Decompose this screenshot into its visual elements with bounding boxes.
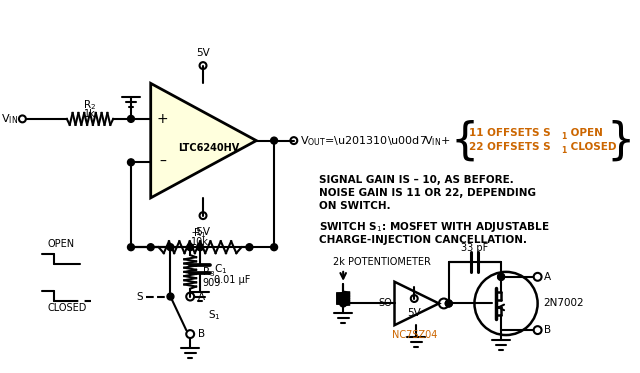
Text: NOISE GAIN IS 11 OR 22, DEPENDING: NOISE GAIN IS 11 OR 22, DEPENDING (319, 188, 536, 198)
Text: OPEN: OPEN (47, 239, 74, 249)
Text: S$_1$: S$_1$ (208, 308, 221, 322)
Text: +: + (157, 112, 168, 126)
Text: ON SWITCH.: ON SWITCH. (319, 201, 390, 211)
Text: SWITCH S$_1$: MOSFET WITH ADJUSTABLE: SWITCH S$_1$: MOSFET WITH ADJUSTABLE (319, 220, 549, 235)
Text: –: – (159, 155, 166, 169)
Circle shape (246, 244, 253, 251)
Text: 5V: 5V (408, 308, 421, 319)
Text: {: { (451, 119, 479, 162)
Circle shape (127, 159, 134, 166)
Circle shape (271, 244, 278, 251)
Circle shape (127, 115, 134, 122)
Text: 2N7002: 2N7002 (543, 298, 584, 308)
Text: 33 pF: 33 pF (461, 243, 488, 253)
Text: CLOSED: CLOSED (567, 141, 617, 151)
Text: OPEN: OPEN (567, 128, 603, 138)
Text: S: S (136, 292, 143, 301)
Text: 10k: 10k (191, 237, 209, 247)
Circle shape (340, 300, 347, 307)
Text: A: A (543, 272, 550, 282)
Text: R$_1$: R$_1$ (193, 226, 207, 240)
Text: –5V: –5V (191, 228, 211, 238)
Text: B: B (198, 329, 205, 339)
Text: 1: 1 (561, 132, 566, 141)
Circle shape (445, 300, 452, 307)
Circle shape (271, 137, 278, 144)
Text: R$_3$: R$_3$ (202, 265, 216, 279)
Text: CHARGE-INJECTION CANCELLATION.: CHARGE-INJECTION CANCELLATION. (319, 235, 527, 245)
Text: SO: SO (379, 298, 392, 308)
Text: LTC6240HV: LTC6240HV (178, 144, 239, 154)
Text: 2k POTENTIOMETER: 2k POTENTIOMETER (333, 257, 431, 267)
Text: 11 OFFSETS S: 11 OFFSETS S (468, 128, 550, 138)
Circle shape (498, 273, 504, 280)
Text: 0.01 μF: 0.01 μF (214, 275, 250, 285)
Text: CLOSED: CLOSED (47, 303, 86, 313)
Text: B: B (543, 325, 550, 335)
Text: 909: 909 (202, 278, 220, 288)
Text: 5V: 5V (196, 48, 210, 58)
Text: 22 OFFSETS S: 22 OFFSETS S (468, 141, 550, 151)
Circle shape (445, 300, 452, 307)
Text: R$_2$: R$_2$ (83, 98, 96, 112)
Circle shape (147, 244, 154, 251)
Circle shape (127, 244, 134, 251)
Circle shape (167, 244, 174, 251)
Polygon shape (150, 83, 257, 198)
Text: 1: 1 (561, 146, 566, 155)
Text: }: } (607, 119, 635, 162)
Text: NC7SZ04: NC7SZ04 (392, 330, 437, 340)
Text: A: A (198, 292, 205, 301)
Text: V$_{\rm IN}$: V$_{\rm IN}$ (1, 112, 19, 126)
Text: SIGNAL GAIN IS – 10, AS BEFORE.: SIGNAL GAIN IS – 10, AS BEFORE. (319, 175, 513, 185)
Circle shape (167, 293, 174, 300)
Text: V$_{\rm OUT}$=\u201310\u00d7V$_{\rm IN}$+: V$_{\rm OUT}$=\u201310\u00d7V$_{\rm IN}$… (300, 134, 451, 147)
Circle shape (498, 273, 504, 280)
Text: 1k: 1k (84, 109, 95, 119)
Text: C$_1$: C$_1$ (214, 262, 227, 276)
Circle shape (196, 244, 204, 251)
Circle shape (187, 244, 194, 251)
